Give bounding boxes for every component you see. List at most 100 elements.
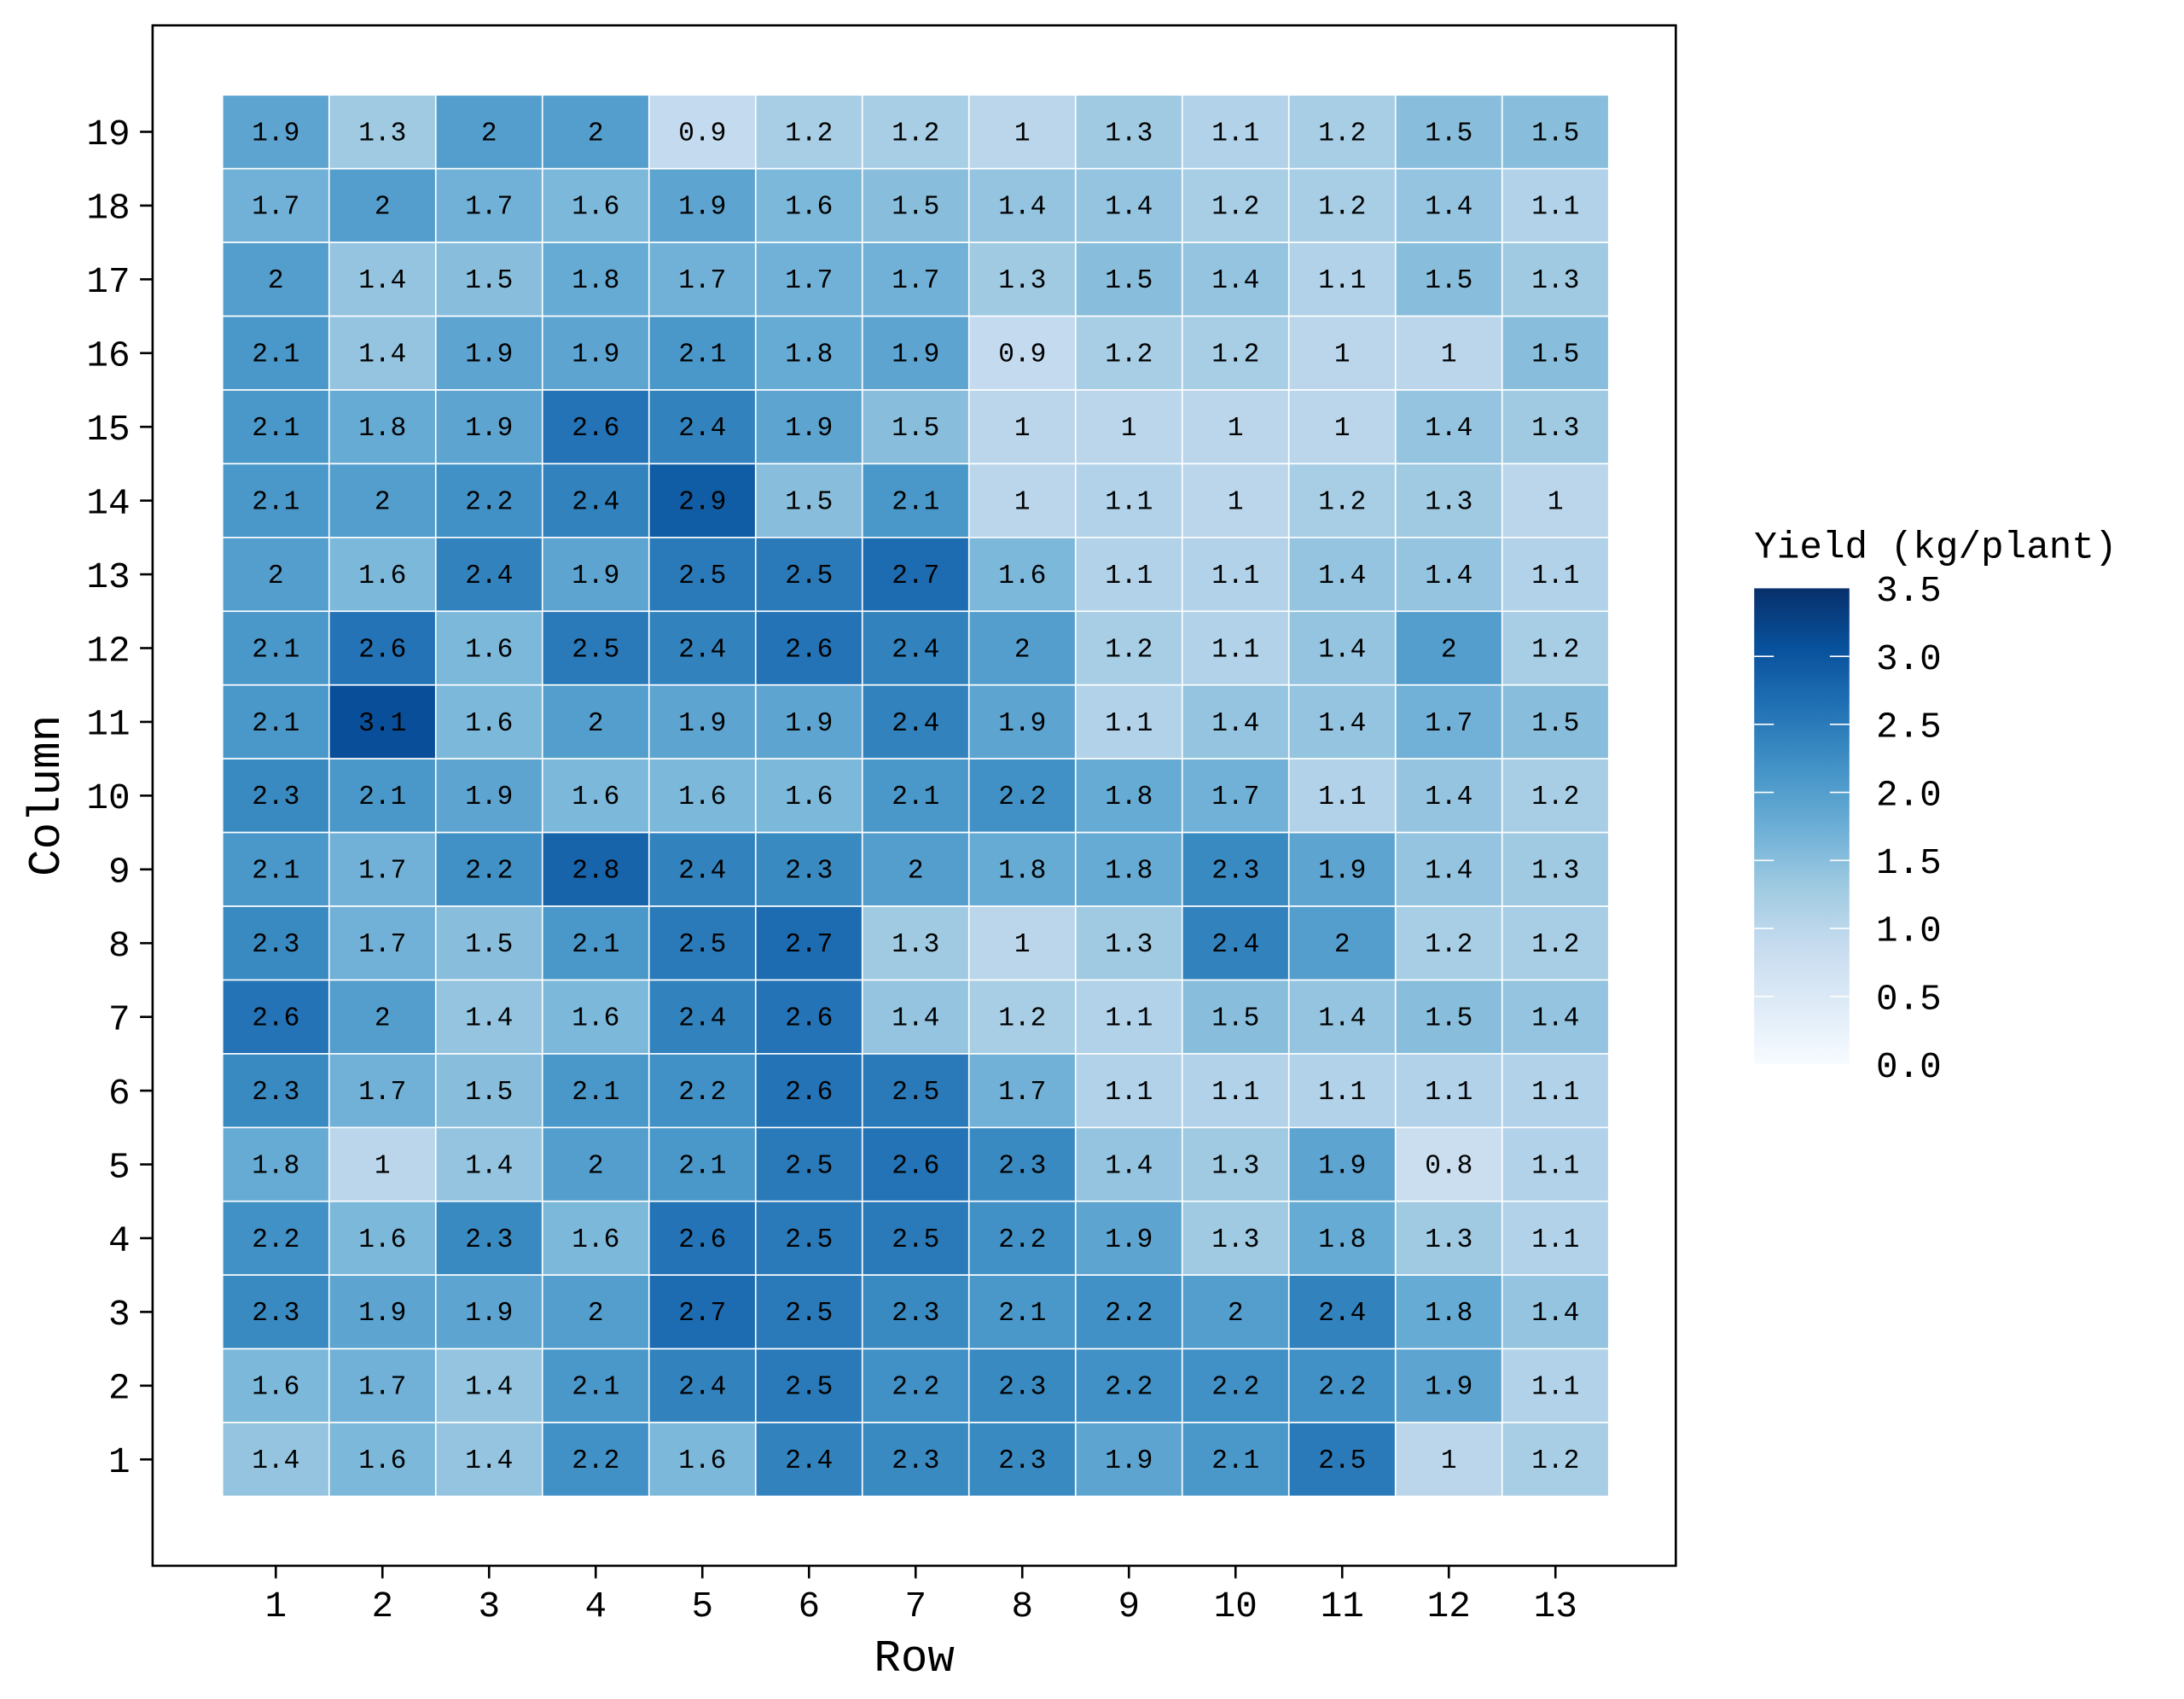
cell-label: 1.8 bbox=[358, 414, 406, 444]
x-tick-label: 9 bbox=[1118, 1586, 1140, 1627]
heatmap-cell bbox=[434, 1053, 543, 1129]
heatmap-cell bbox=[648, 905, 757, 981]
heatmap-cell bbox=[434, 758, 543, 834]
cell-label: 1.3 bbox=[998, 266, 1046, 296]
cell-label: 0.9 bbox=[678, 119, 726, 148]
heatmap-cell bbox=[1287, 463, 1397, 538]
cell-label: 2 bbox=[375, 1004, 391, 1034]
heatmap-cell bbox=[221, 463, 330, 538]
cell-label: 1.5 bbox=[1425, 119, 1472, 148]
heatmap-cell bbox=[967, 389, 1077, 465]
heatmap-cell bbox=[1501, 389, 1610, 465]
cell-label: 2.4 bbox=[892, 635, 939, 665]
heatmap-cell bbox=[1501, 1053, 1610, 1129]
cell-label: 1.9 bbox=[465, 783, 513, 812]
heatmap-cell bbox=[221, 1347, 330, 1423]
legend-tick-label: 0.5 bbox=[1876, 978, 1942, 1020]
cell-label: 1.1 bbox=[1531, 1078, 1579, 1108]
cell-label: 2.1 bbox=[252, 414, 299, 444]
cell-label: 2.4 bbox=[678, 1373, 726, 1403]
cell-label: 1.8 bbox=[572, 266, 619, 296]
cell-label: 2.6 bbox=[785, 635, 833, 665]
cell-label: 2 bbox=[1014, 635, 1031, 665]
cell-label: 2.7 bbox=[678, 1299, 726, 1329]
cell-label: 1.1 bbox=[1425, 1078, 1472, 1108]
cell-label: 2.3 bbox=[1211, 857, 1259, 887]
cell-label: 1.6 bbox=[785, 783, 833, 812]
heatmap-cell bbox=[754, 1126, 863, 1202]
heatmap-cell bbox=[434, 610, 543, 686]
heatmap-cell bbox=[1181, 905, 1290, 981]
cell-label: 1.4 bbox=[465, 1373, 513, 1403]
heatmap-cell bbox=[328, 463, 437, 538]
heatmap-cell bbox=[328, 1274, 437, 1350]
heatmap-cell bbox=[1287, 610, 1397, 686]
heatmap-cell bbox=[434, 905, 543, 981]
cell-label: 2 bbox=[1334, 930, 1350, 960]
heatmap-cell bbox=[221, 758, 330, 834]
heatmap-cell bbox=[1287, 831, 1397, 907]
y-tick-label: 17 bbox=[86, 261, 130, 303]
heatmap-cell bbox=[1501, 1274, 1610, 1350]
heatmap-cell bbox=[434, 831, 543, 907]
cell-label: 0.9 bbox=[998, 340, 1046, 370]
cell-label: 1.4 bbox=[465, 1446, 513, 1476]
cell-label: 2.4 bbox=[465, 561, 513, 591]
heatmap-cell bbox=[1394, 1274, 1503, 1350]
cell-label: 2 bbox=[268, 561, 284, 591]
cell-label: 1.2 bbox=[998, 1004, 1046, 1034]
heatmap-cell bbox=[1287, 1126, 1397, 1202]
cell-label: 1.1 bbox=[1211, 1078, 1259, 1108]
cell-label: 1.3 bbox=[1531, 857, 1579, 887]
cell-label: 1.1 bbox=[1531, 1225, 1579, 1255]
cell-label: 2 bbox=[375, 487, 391, 517]
heatmap-cell bbox=[328, 315, 437, 391]
cell-label: 1.6 bbox=[785, 193, 833, 223]
legend-tick-label: 3.5 bbox=[1876, 570, 1942, 612]
cell-label: 1.7 bbox=[998, 1078, 1046, 1108]
heatmap-cell bbox=[328, 537, 437, 613]
legend-tick-label: 1.5 bbox=[1876, 842, 1942, 884]
heatmap-cell bbox=[541, 537, 650, 613]
heatmap-cell bbox=[221, 389, 330, 465]
y-tick-label: 15 bbox=[86, 409, 130, 451]
heatmap-cell bbox=[967, 758, 1077, 834]
cell-label: 2.5 bbox=[1318, 1446, 1366, 1476]
cell-label: 1.4 bbox=[1105, 1151, 1153, 1181]
heatmap-cell bbox=[1287, 389, 1397, 465]
cell-label: 1.4 bbox=[1318, 709, 1366, 739]
cell-label: 2.5 bbox=[785, 1225, 833, 1255]
cell-label: 1.1 bbox=[1105, 709, 1153, 739]
cell-label: 2 bbox=[908, 857, 924, 887]
cell-label: 2.2 bbox=[1318, 1373, 1366, 1403]
cell-label: 1.4 bbox=[358, 266, 406, 296]
heatmap-cell bbox=[754, 610, 863, 686]
heatmap-cell bbox=[861, 1053, 970, 1129]
legend-title: Yield (kg/plant) bbox=[1754, 527, 2117, 569]
heatmap-cell bbox=[434, 463, 543, 538]
cell-label: 2 bbox=[588, 119, 604, 148]
cell-label: 1.5 bbox=[1425, 266, 1472, 296]
cell-label: 2.1 bbox=[252, 635, 299, 665]
heatmap-cell bbox=[1501, 1347, 1610, 1423]
heatmap-cell bbox=[1074, 758, 1183, 834]
heatmap-cell bbox=[328, 684, 437, 759]
cell-label: 2.5 bbox=[785, 1151, 833, 1181]
cell-label: 1.5 bbox=[892, 193, 939, 223]
cell-label: 1.1 bbox=[1531, 561, 1579, 591]
heatmap-cell bbox=[1287, 94, 1397, 170]
x-tick-label: 2 bbox=[371, 1586, 393, 1627]
heatmap-cell bbox=[1287, 167, 1397, 243]
cell-label: 1 bbox=[1228, 487, 1244, 517]
cell-label: 2.7 bbox=[892, 561, 939, 591]
heatmap-cell bbox=[541, 1347, 650, 1423]
cell-label: 1.4 bbox=[1318, 1004, 1366, 1034]
heatmap-cell bbox=[754, 463, 863, 538]
x-axis: 1 2 3 4 5 6 7 8 9 10 11 12 13 bbox=[264, 1565, 1577, 1627]
cell-label: 1.8 bbox=[252, 1151, 299, 1181]
cell-label: 1.1 bbox=[1531, 1373, 1579, 1403]
cell-label: 1.9 bbox=[465, 414, 513, 444]
cell-label: 2.1 bbox=[678, 1151, 726, 1181]
cell-label: 1.1 bbox=[1318, 783, 1366, 812]
heatmap-cell bbox=[221, 241, 330, 317]
